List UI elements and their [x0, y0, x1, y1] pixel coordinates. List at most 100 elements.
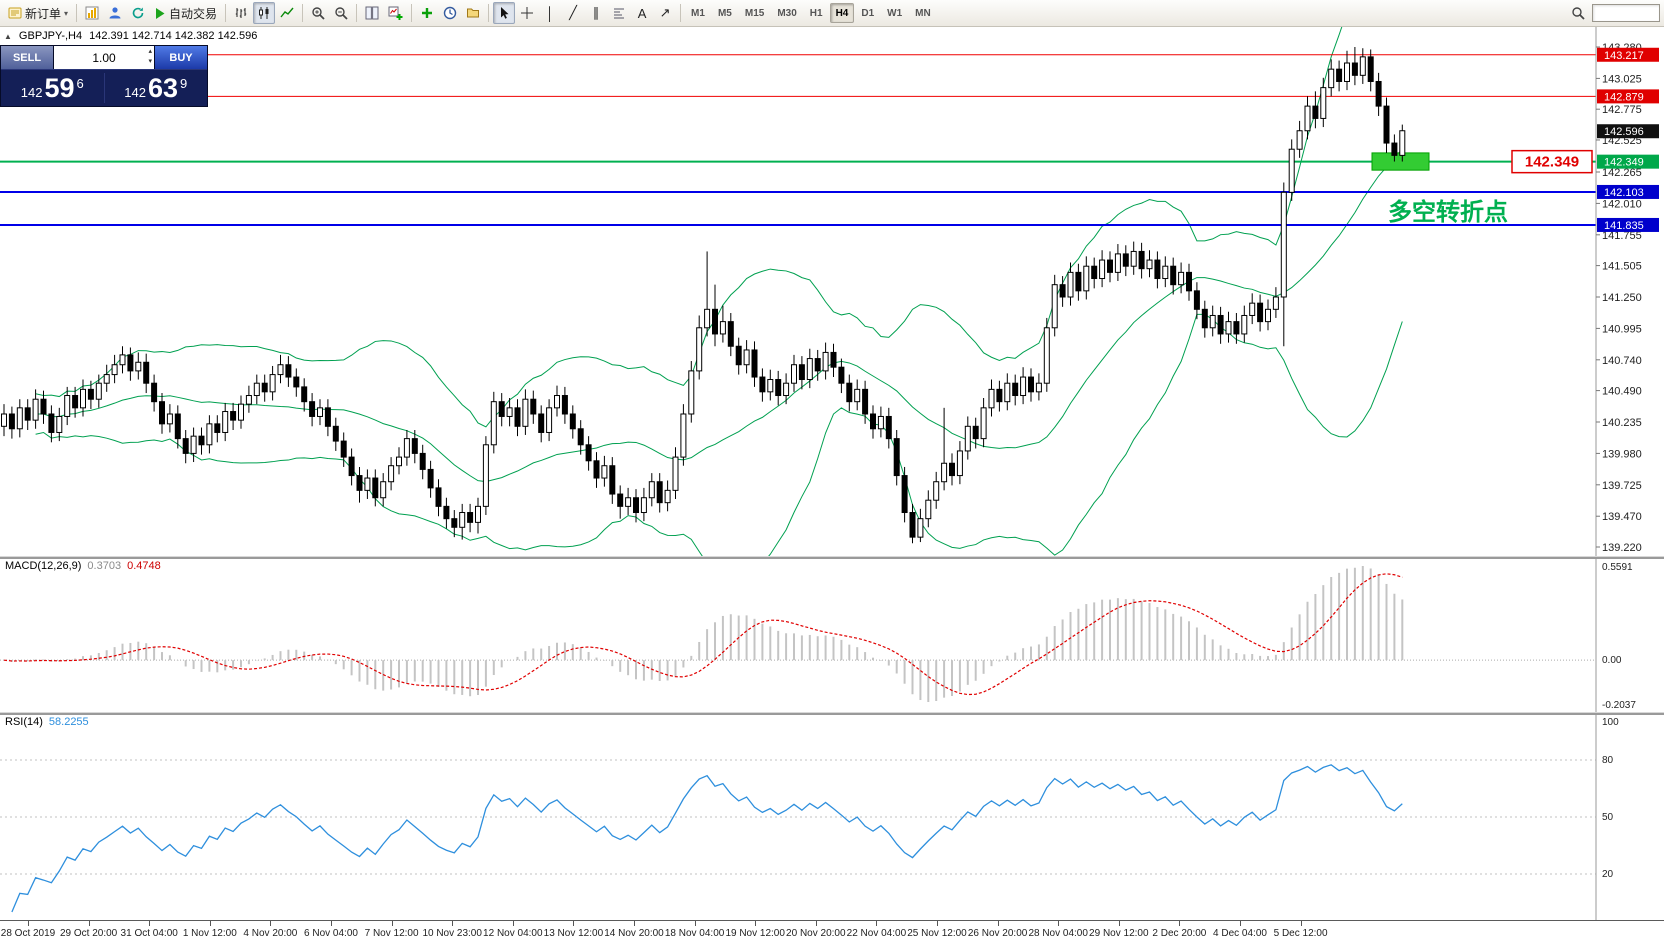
candle-body — [712, 308, 718, 335]
time-tick — [1300, 921, 1302, 926]
time-label: 10 Nov 23:00 — [422, 928, 482, 939]
zoom-in-button[interactable] — [307, 2, 329, 24]
profile-button[interactable] — [104, 2, 126, 24]
cursor-icon — [501, 7, 509, 19]
candle-body — [1336, 68, 1343, 82]
volume-down-button[interactable]: ▾ — [148, 57, 152, 65]
new-chart-button[interactable] — [384, 2, 407, 24]
candle-body — [1375, 80, 1382, 107]
candle-body — [459, 512, 466, 528]
autotrading-button[interactable]: 自动交易 — [150, 2, 221, 24]
candle-body — [648, 481, 655, 499]
timeframe-m1-button[interactable]: M1 — [691, 7, 705, 19]
templates-button[interactable] — [462, 2, 484, 24]
macd-label-row: MACD(12,26,9) 0.3703 0.4748 — [5, 560, 161, 572]
panel-splitter[interactable] — [0, 712, 1664, 715]
sell-button[interactable]: SELL — [1, 46, 53, 69]
play-icon — [156, 7, 165, 19]
price-callout-box[interactable] — [1511, 149, 1593, 174]
crosshair-tool-button[interactable] — [516, 2, 538, 24]
timeframe-m5-button[interactable]: M5 — [717, 7, 732, 19]
zoom-out-button[interactable] — [330, 2, 352, 24]
candle-body — [1138, 250, 1145, 270]
time-tick — [1240, 921, 1241, 926]
autotrading-label: 自动交易 — [169, 6, 218, 21]
tile-windows-button[interactable] — [361, 2, 383, 24]
time-label: 4 Nov 20:00 — [243, 928, 298, 939]
timeframe-h4-button[interactable]: H4 — [829, 3, 855, 23]
volume-up-button[interactable]: ▴ — [148, 48, 152, 55]
bars-chart-type-button[interactable] — [230, 2, 252, 24]
main-chart-panel: 143.280143.025142.775142.525142.265142.0… — [0, 27, 1664, 556]
time-label: 12 Nov 04:00 — [483, 928, 543, 939]
trade-panel-top-row: SELL 1.00 ▴ ▾ BUY — [1, 46, 207, 70]
rsi-chart: 100 80 50 20 — [0, 714, 1619, 920]
time-tick — [815, 921, 817, 926]
candle-body — [1280, 191, 1287, 298]
timeframe-h1-button[interactable]: H1 — [809, 7, 823, 19]
candle-body — [1288, 148, 1295, 193]
text-tool-icon: A — [637, 5, 647, 21]
time-tick — [694, 921, 696, 926]
candle-body — [901, 475, 908, 514]
search-button[interactable] — [1567, 2, 1589, 24]
candle-body — [103, 374, 110, 384]
candle-body — [222, 411, 229, 433]
candle-body — [1225, 321, 1232, 335]
buy-price[interactable]: 142 63 9 — [105, 74, 208, 102]
candle-body — [277, 364, 284, 376]
refresh-button[interactable] — [127, 2, 149, 24]
time-axis[interactable]: 28 Oct 2019 29 Oct 20:00 31 Oct 04:00 1 Nov… — [0, 920, 1664, 951]
chart-window-button[interactable] — [81, 2, 103, 24]
candlestick-icon — [259, 7, 269, 19]
candle-body — [498, 401, 505, 417]
timeframe-mn-button[interactable]: MN — [915, 7, 931, 19]
timeframe-w1-button[interactable]: W1 — [887, 7, 903, 19]
candle-body — [1249, 302, 1256, 316]
candle-body — [854, 388, 861, 403]
timeframe-d1-button[interactable]: D1 — [861, 7, 875, 19]
fibonacci-tool-button[interactable] — [608, 2, 630, 24]
candle-body — [696, 327, 703, 372]
channel-tool-button[interactable]: ∥ — [585, 2, 607, 24]
time-tick — [997, 921, 999, 926]
periods-button[interactable] — [439, 2, 461, 24]
trade-panel-price-row: 142 59 6 142 63 9 — [1, 70, 207, 106]
crosshair-icon — [521, 7, 534, 19]
trendline-tool-button[interactable]: ╱ — [562, 2, 584, 24]
vline-tool-button[interactable]: │ — [539, 2, 561, 24]
new-order-button[interactable]: 新订单 ▾ — [4, 2, 72, 24]
timeframe-m30-button[interactable]: M30 — [777, 7, 797, 19]
turning-point-annotation: 多空转折点 — [1388, 198, 1508, 226]
candle-body — [964, 425, 971, 452]
candle-body — [1107, 259, 1113, 273]
candle-body — [806, 358, 813, 381]
candle-body — [348, 456, 355, 477]
line-chart-type-button[interactable] — [276, 2, 298, 24]
price-badge — [1597, 184, 1659, 199]
candle-body — [759, 376, 766, 393]
candle-body — [830, 351, 837, 368]
candle-body — [16, 407, 23, 430]
candle-body — [111, 364, 118, 376]
candle-body — [1399, 130, 1406, 156]
cursor-tool-button[interactable] — [493, 2, 516, 24]
search-input[interactable] — [1592, 4, 1660, 22]
collapse-ohlc-icon[interactable]: ▲ — [4, 31, 12, 41]
indicators-button[interactable] — [416, 2, 438, 24]
buy-button[interactable]: BUY — [155, 46, 207, 69]
arrow-tool-button[interactable]: ↗ — [654, 2, 676, 24]
candle-body — [1035, 382, 1042, 393]
sell-price[interactable]: 142 59 6 — [1, 74, 104, 102]
volume-input[interactable]: 1.00 ▴ ▾ — [53, 46, 155, 69]
candle-body — [767, 379, 774, 393]
candle-body — [1170, 265, 1177, 286]
candlestick-chart-type-button[interactable] — [253, 2, 276, 24]
panel-splitter[interactable] — [0, 556, 1664, 559]
candle-body — [546, 407, 553, 433]
candle-body — [214, 423, 221, 433]
timeframe-m15-button[interactable]: M15 — [744, 7, 765, 19]
candle-body — [269, 374, 276, 393]
time-tick — [209, 921, 211, 926]
text-tool-button[interactable]: A — [631, 2, 653, 24]
